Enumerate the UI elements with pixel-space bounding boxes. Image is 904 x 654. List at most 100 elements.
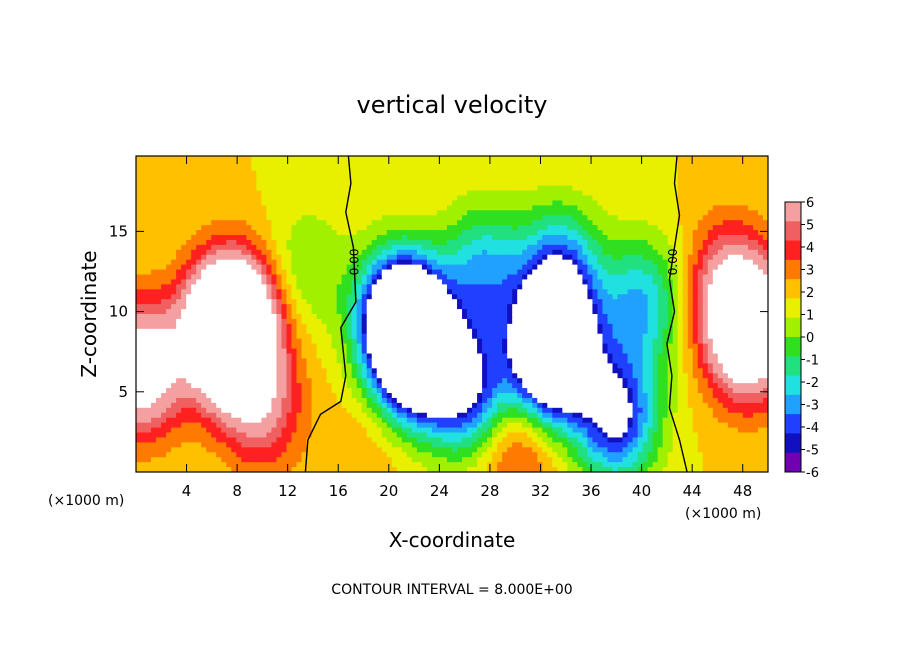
field-cell — [467, 388, 473, 394]
field-cell — [306, 338, 313, 345]
field-cell — [371, 205, 378, 211]
field-cell — [201, 314, 207, 320]
field-cell — [276, 289, 283, 295]
field-cell — [306, 210, 313, 216]
field-cell — [467, 457, 473, 463]
field-cell — [176, 447, 182, 453]
field-cell — [436, 259, 443, 266]
field-cell — [251, 264, 257, 271]
field-cell — [166, 314, 172, 320]
field-cell — [361, 437, 368, 443]
field-cell — [431, 254, 438, 261]
field-cell — [436, 264, 443, 271]
field-cell — [171, 323, 177, 330]
field-cell — [246, 432, 252, 439]
field-cell — [502, 452, 508, 458]
field-cell — [346, 358, 353, 364]
field-cell — [306, 323, 313, 330]
field-cell — [331, 299, 338, 305]
field-cell — [196, 358, 202, 364]
field-cell — [271, 235, 278, 241]
field-cell — [296, 165, 303, 172]
field-cell — [301, 225, 308, 231]
field-cell — [206, 175, 212, 182]
field-cell — [291, 220, 298, 226]
field-cell — [431, 437, 438, 443]
field-cell — [391, 393, 398, 399]
field-cell — [457, 304, 463, 310]
field-cell — [371, 195, 378, 202]
field-cell — [206, 383, 212, 389]
field-cell — [457, 318, 463, 325]
field-cell — [201, 170, 207, 177]
field-cell — [467, 314, 473, 320]
field-cell — [457, 422, 463, 429]
field-cell — [291, 348, 298, 355]
field-cell — [256, 299, 262, 305]
field-cell — [316, 393, 323, 399]
field-cell — [386, 378, 393, 384]
field-cell — [196, 244, 202, 251]
field-cell — [256, 170, 262, 177]
field-cell — [146, 304, 152, 310]
field-cell — [391, 220, 398, 226]
field-cell — [206, 195, 212, 202]
field-cell — [436, 407, 443, 414]
field-cell — [366, 175, 373, 182]
field-cell — [291, 397, 298, 404]
field-cell — [386, 393, 393, 399]
field-cell — [321, 402, 328, 409]
field-cell — [487, 447, 493, 453]
field-cell — [176, 388, 182, 394]
field-cell — [421, 195, 428, 202]
field-cell — [376, 323, 383, 330]
field-cell — [186, 205, 192, 211]
field-cell — [206, 225, 212, 231]
field-cell — [251, 427, 257, 434]
field-cell — [171, 452, 177, 458]
field-cell — [196, 205, 202, 211]
field-cell — [477, 314, 483, 320]
field-cell — [281, 235, 288, 241]
field-cell — [502, 299, 508, 305]
field-cell — [136, 388, 142, 394]
field-cell — [431, 407, 438, 414]
field-cell — [441, 338, 448, 345]
field-cell — [522, 343, 528, 350]
field-cell — [171, 412, 177, 419]
field-cell — [176, 427, 182, 434]
field-cell — [396, 412, 403, 419]
field-cell — [251, 249, 257, 256]
field-cell — [226, 160, 232, 167]
field-cell — [522, 373, 528, 379]
field-cell — [166, 190, 172, 197]
field-cell — [291, 358, 298, 364]
field-cell — [256, 220, 262, 226]
field-cell — [281, 249, 288, 256]
field-cell — [507, 388, 513, 394]
field-cell — [346, 269, 353, 276]
field-cell — [326, 284, 333, 290]
field-cell — [301, 462, 308, 468]
field-cell — [286, 427, 293, 434]
field-cell — [512, 328, 518, 335]
field-cell — [266, 442, 273, 448]
field-cell — [276, 156, 283, 162]
field-cell — [196, 264, 202, 271]
field-cell — [497, 407, 503, 414]
field-cell — [176, 190, 182, 197]
field-cell — [231, 457, 237, 463]
field-cell — [181, 323, 187, 330]
field-cell — [396, 274, 403, 281]
field-cell — [161, 442, 167, 448]
field-cell — [386, 239, 393, 246]
field-cell — [211, 318, 217, 325]
field-cell — [241, 289, 247, 295]
field-cell — [156, 220, 162, 226]
field-cell — [431, 333, 438, 340]
field-cell — [366, 442, 373, 448]
field-cell — [507, 353, 513, 360]
field-cell — [361, 259, 368, 266]
field-cell — [371, 318, 378, 325]
field-cell — [301, 259, 308, 266]
